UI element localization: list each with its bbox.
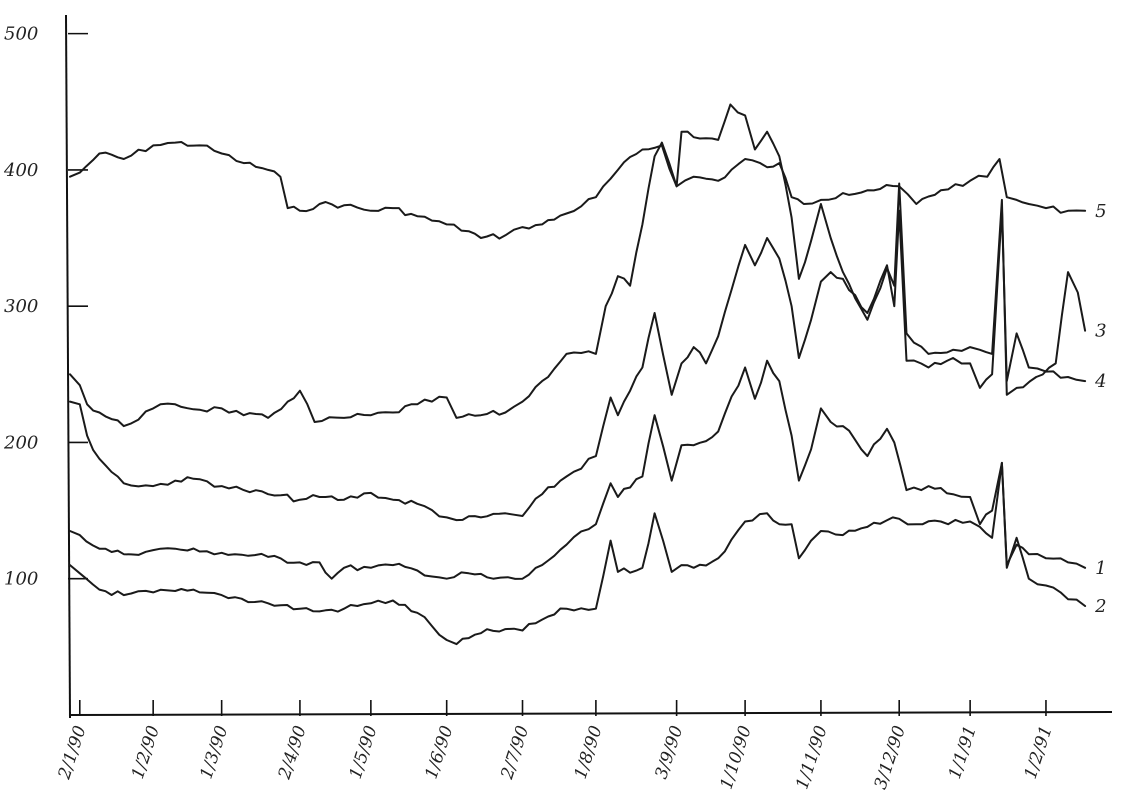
x-axis (69, 711, 1113, 716)
x-tick-label: 1/10/90 (717, 723, 756, 792)
series-lines (69, 103, 1087, 646)
series-label-3: 3 (1095, 321, 1106, 342)
x-tick-label: 1/1/91 (945, 723, 981, 781)
series-line-3 (69, 103, 1087, 428)
x-tick-label: 1/2/91 (1021, 723, 1057, 781)
x-tick-label: 1/8/90 (571, 723, 607, 781)
series-label-1: 1 (1095, 558, 1106, 579)
x-tick-label: 2/1/90 (54, 723, 90, 782)
series-label-4: 4 (1094, 371, 1106, 392)
y-tick-label: 200 (3, 432, 38, 453)
y-tick-label: 300 (4, 296, 38, 317)
y-tick-label: 100 (4, 569, 38, 590)
x-tick-label: 1/2/90 (128, 723, 164, 781)
x-tick-label: 3/12/90 (871, 723, 910, 792)
x-tick-label: 3/9/90 (651, 723, 687, 781)
x-tick-label: 1/11/90 (792, 723, 831, 792)
x-tick-label: 1/6/90 (422, 723, 458, 781)
y-tick-label: 500 (4, 24, 38, 45)
x-tick-label: 2/4/90 (274, 723, 310, 782)
x-tick-label: 2/7/90 (497, 723, 533, 782)
x-tick-label: 1/3/90 (196, 723, 232, 781)
x-tick-label: 1/5/90 (346, 723, 382, 781)
series-line-4 (69, 207, 1087, 522)
y-axis (65, 14, 71, 719)
series-label-5: 5 (1095, 201, 1106, 222)
series-line-1 (69, 359, 1087, 580)
y-tick-label: 400 (3, 160, 38, 181)
series-label-2: 2 (1094, 596, 1106, 617)
series-labels: 5 3 4 1 2 (1094, 201, 1106, 617)
series-line-2 (69, 461, 1087, 646)
series-line-5 (69, 141, 1087, 240)
y-axis-line (65, 14, 71, 719)
x-axis-line (69, 711, 1113, 716)
y-ticks: 500 400 300 200 100 (3, 24, 88, 590)
